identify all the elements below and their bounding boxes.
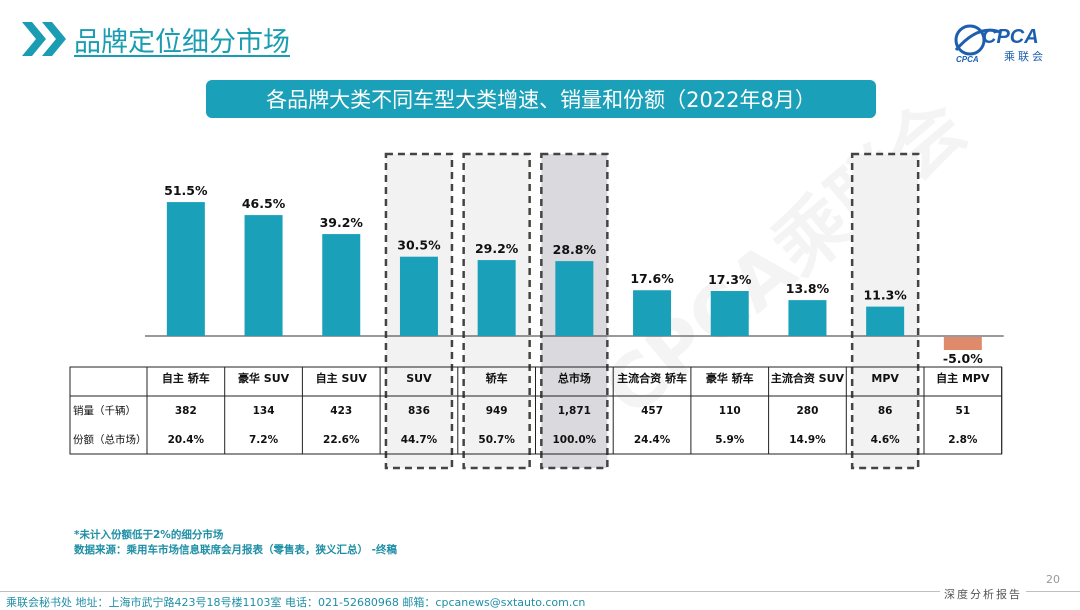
table-cell: 24.4% <box>634 434 671 446</box>
table-cell: 134 <box>253 405 275 417</box>
category-label: 主流合资 SUV <box>771 371 845 385</box>
footer-divider <box>0 591 1080 592</box>
table-row-label: 份额（总市场） <box>73 433 147 446</box>
category-label: 豪华 SUV <box>238 371 290 385</box>
bar <box>477 260 516 336</box>
footer-contact: 乘联会秘书处 地址：上海市武宁路423号18号楼1103室 电话：021-526… <box>6 596 586 609</box>
page-title: 品牌定位细分市场 <box>74 27 290 58</box>
category-label: SUV <box>406 372 432 385</box>
table-cell: 1,871 <box>558 405 591 417</box>
cpca-logo: CPCA CPCA 乘联会 <box>954 24 1046 64</box>
bar <box>943 337 982 350</box>
table-cell: 5.9% <box>715 434 745 446</box>
data-label: 13.8% <box>786 281 830 296</box>
table-cell: 14.9% <box>789 434 826 446</box>
category-label: 豪华 轿车 <box>706 371 754 385</box>
bar <box>555 261 594 336</box>
table-cell: 836 <box>408 405 430 417</box>
data-label: 17.3% <box>708 272 752 287</box>
data-label: -5.0% <box>943 351 983 366</box>
data-label: 29.2% <box>475 241 519 256</box>
logo-small-text: CPCA <box>956 55 979 64</box>
table-cell: 110 <box>719 405 741 417</box>
bar <box>166 202 205 336</box>
table-cell: 382 <box>175 405 197 417</box>
highlight-box <box>462 152 531 470</box>
data-label: 39.2% <box>320 215 364 230</box>
bar <box>710 291 749 336</box>
bar <box>322 234 361 336</box>
table-cell: 51 <box>956 405 971 417</box>
table-cell: 423 <box>330 405 352 417</box>
table-cell: 7.2% <box>249 434 279 446</box>
data-label: 46.5% <box>242 196 286 211</box>
bar <box>244 215 283 336</box>
category-label: 总市场 <box>558 371 591 385</box>
bar <box>399 256 438 336</box>
data-label: 30.5% <box>397 238 441 253</box>
table-cell: 949 <box>486 405 508 417</box>
bar <box>633 290 672 336</box>
table-cell: 457 <box>641 405 663 417</box>
chart-title: 各品牌大类不同车型大类增速、销量和份额（2022年8月） <box>206 80 876 118</box>
page-number: 20 <box>1046 573 1060 586</box>
table-cell: 100.0% <box>552 434 596 446</box>
data-label: 28.8% <box>553 242 597 257</box>
table-cell: 86 <box>878 405 893 417</box>
category-label: 轿车 <box>486 371 508 385</box>
data-label: 51.5% <box>164 183 208 198</box>
category-label: 自主 轿车 <box>162 371 210 385</box>
logo-text: CPCA <box>982 26 1039 48</box>
table-cell: 2.8% <box>948 434 978 446</box>
bar <box>866 306 905 336</box>
data-label: 11.3% <box>863 288 907 303</box>
table-cell: 50.7% <box>478 434 515 446</box>
logo-subtext: 乘联会 <box>1004 50 1046 63</box>
header-chevron-icon <box>22 22 66 56</box>
data-source-note: 数据来源：乘用车市场信息联席会月报表（零售表，狭义汇总） -终稿 <box>74 544 398 556</box>
table-cell: 4.6% <box>871 434 901 446</box>
table-row-label: 销量（千辆） <box>73 404 136 417</box>
table-cell: 20.4% <box>168 434 205 446</box>
bar <box>788 300 827 336</box>
table-cell: 22.6% <box>323 434 360 446</box>
category-label: MPV <box>871 372 899 385</box>
footnote: *未计入份额低于2%的细分市场 <box>74 529 224 541</box>
report-label: 深度分析报告 <box>940 586 1026 602</box>
category-label: 自主 MPV <box>936 371 990 385</box>
table-cell: 44.7% <box>401 434 438 446</box>
table-cell: 280 <box>796 405 818 417</box>
category-label: 自主 SUV <box>316 371 368 385</box>
data-label: 17.6% <box>630 271 674 286</box>
category-label: 主流合资 轿车 <box>617 371 687 385</box>
